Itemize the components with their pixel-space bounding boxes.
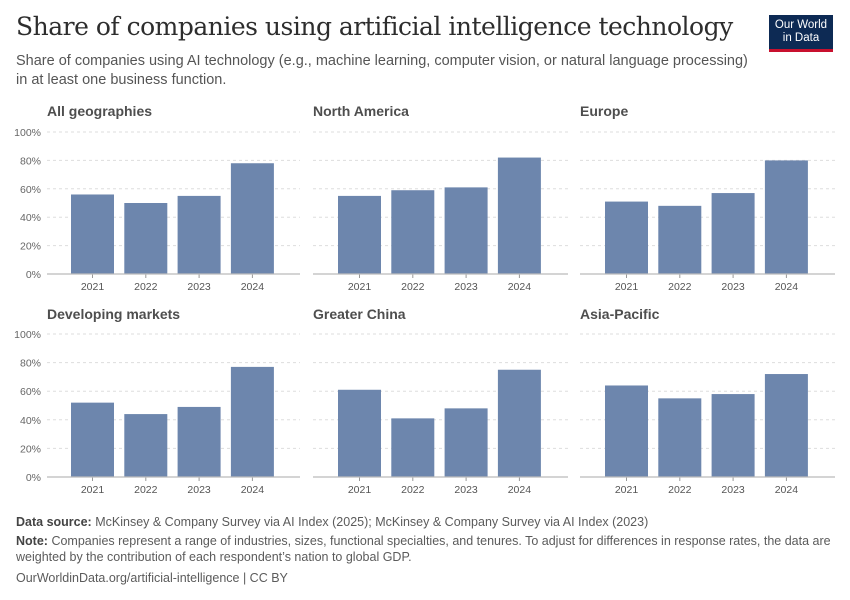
y-tick-label: 100% [14, 127, 41, 139]
bar-asia-pacific-2022 [658, 398, 702, 477]
source-link[interactable]: OurWorldinData.org/artificial-intelligen… [16, 571, 288, 585]
x-tick-label: 2022 [134, 281, 158, 293]
x-tick-label: 2023 [454, 484, 478, 496]
y-tick-label: 80% [20, 358, 41, 370]
x-tick-label: 2024 [241, 281, 265, 293]
x-tick-label: 2024 [241, 484, 265, 496]
panel-title: North America [313, 103, 409, 119]
bar-asia-pacific-2023 [711, 394, 755, 477]
chart-note: Note: Companies represent a range of ind… [16, 533, 831, 565]
bar-all-geographies-2022 [124, 203, 168, 274]
bar-developing-markets-2022 [124, 414, 168, 477]
bar-developing-markets-2023 [177, 406, 221, 477]
panel-title: Asia-Pacific [580, 306, 660, 322]
x-tick-label: 2022 [401, 281, 425, 293]
x-tick-label: 2022 [134, 484, 158, 496]
y-tick-label: 60% [20, 184, 41, 196]
owid-logo[interactable]: Our World in Data [769, 15, 833, 52]
y-tick-label: 0% [26, 269, 41, 281]
panel-title: Developing markets [47, 306, 180, 322]
bar-developing-markets-2021 [71, 402, 114, 477]
panel-title: Greater China [313, 306, 406, 322]
x-tick-label: 2023 [187, 281, 211, 293]
bar-asia-pacific-2024 [764, 374, 808, 477]
bar-north-america-2021 [338, 195, 381, 274]
x-tick-label: 2021 [81, 484, 105, 496]
x-tick-label: 2024 [775, 484, 799, 496]
y-tick-label: 80% [20, 155, 41, 167]
bar-greater-china-2024 [497, 369, 541, 477]
y-tick-label: 0% [26, 472, 41, 484]
bar-europe-2021 [605, 201, 648, 274]
y-tick-label: 40% [20, 212, 41, 224]
bar-asia-pacific-2021 [605, 385, 648, 477]
chart-subtitle: Share of companies using AI technology (… [16, 53, 748, 88]
x-tick-label: 2021 [615, 484, 639, 496]
x-tick-label: 2022 [668, 281, 692, 293]
bar-greater-china-2023 [444, 408, 488, 477]
x-tick-label: 2024 [508, 281, 532, 293]
chart-title: Share of companies using artificial inte… [16, 12, 733, 41]
panel-title: Europe [580, 103, 628, 119]
bar-europe-2022 [658, 205, 702, 274]
panel-title: All geographies [47, 103, 152, 119]
x-tick-label: 2023 [454, 281, 478, 293]
bar-europe-2023 [711, 193, 755, 274]
y-tick-label: 20% [20, 443, 41, 455]
note-label: Note: [16, 534, 48, 548]
bar-north-america-2023 [444, 187, 488, 274]
x-tick-label: 2024 [508, 484, 532, 496]
bar-all-geographies-2024 [230, 163, 274, 274]
bar-greater-china-2022 [391, 418, 435, 477]
y-tick-label: 40% [20, 415, 41, 427]
x-tick-label: 2022 [401, 484, 425, 496]
x-tick-label: 2021 [348, 484, 372, 496]
x-tick-label: 2021 [615, 281, 639, 293]
bar-developing-markets-2024 [230, 366, 274, 477]
y-tick-label: 60% [20, 386, 41, 398]
bar-north-america-2024 [497, 157, 541, 274]
x-tick-label: 2021 [348, 281, 372, 293]
x-tick-label: 2023 [187, 484, 211, 496]
data-source: Data source: McKinsey & Company Survey v… [16, 514, 831, 530]
x-tick-label: 2023 [721, 281, 745, 293]
x-tick-label: 2024 [775, 281, 799, 293]
note-text: Companies represent a range of industrie… [16, 534, 831, 564]
bar-all-geographies-2021 [71, 194, 114, 274]
bar-north-america-2022 [391, 190, 435, 274]
x-tick-label: 2021 [81, 281, 105, 293]
source-text: McKinsey & Company Survey via AI Index (… [95, 515, 649, 529]
bar-greater-china-2021 [338, 389, 381, 477]
x-tick-label: 2023 [721, 484, 745, 496]
bar-all-geographies-2023 [177, 195, 221, 274]
source-label: Data source: [16, 515, 92, 529]
x-tick-label: 2022 [668, 484, 692, 496]
y-tick-label: 100% [14, 329, 41, 341]
bar-europe-2024 [764, 160, 808, 274]
y-tick-label: 20% [20, 241, 41, 253]
